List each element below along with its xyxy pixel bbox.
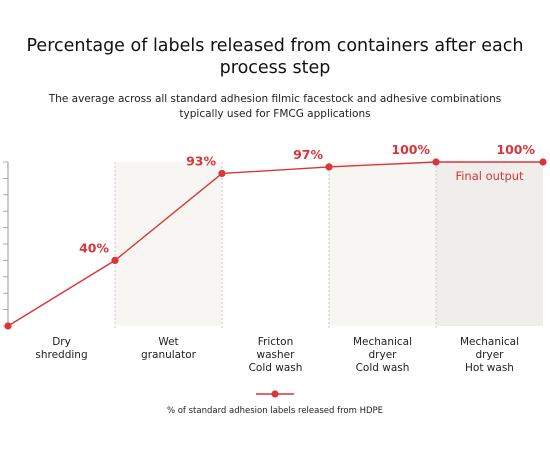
category-labels-layer: Dry shredding Wet granulator Fricton washer Co… xyxy=(35,336,519,374)
category-label: Fricton washer Cold wash xyxy=(249,336,303,374)
chart-title: Percentage of labels released from conta… xyxy=(26,36,524,78)
category-label: Wet granulator xyxy=(141,336,197,361)
data-labels-layer: 40% 93% 97% 100% 100% Final output xyxy=(79,142,535,255)
chart-subtitle: The average across all standard adhesion… xyxy=(48,93,502,120)
data-label: 100% xyxy=(496,142,535,157)
data-label: 40% xyxy=(79,240,109,255)
series-line-layer xyxy=(7,161,543,327)
data-point xyxy=(218,169,226,178)
final-output-annotation: Final output xyxy=(455,169,524,183)
category-label: Mechanical dryer Hot wash xyxy=(460,336,519,374)
category-label: Dry shredding xyxy=(35,336,87,361)
legend-label: % of standard adhesion labels released f… xyxy=(167,406,383,416)
stage-band-3 xyxy=(329,162,436,326)
data-points-layer xyxy=(4,158,547,330)
background-layer xyxy=(114,162,543,328)
data-label: 100% xyxy=(391,142,430,157)
data-point xyxy=(111,256,119,264)
legend: % of standard adhesion labels released f… xyxy=(167,390,383,416)
category-label: Mechanical dryer Cold wash xyxy=(353,336,412,374)
legend-marker xyxy=(271,390,279,398)
data-label: 93% xyxy=(186,153,216,168)
data-point xyxy=(539,158,547,166)
data-point xyxy=(4,322,12,330)
series-line xyxy=(7,161,543,327)
data-point xyxy=(432,158,440,166)
data-label: 97% xyxy=(293,147,323,162)
data-point xyxy=(325,163,333,171)
y-axis xyxy=(3,161,9,327)
stage-band-4 xyxy=(436,162,543,326)
stage-band-1 xyxy=(115,162,222,326)
